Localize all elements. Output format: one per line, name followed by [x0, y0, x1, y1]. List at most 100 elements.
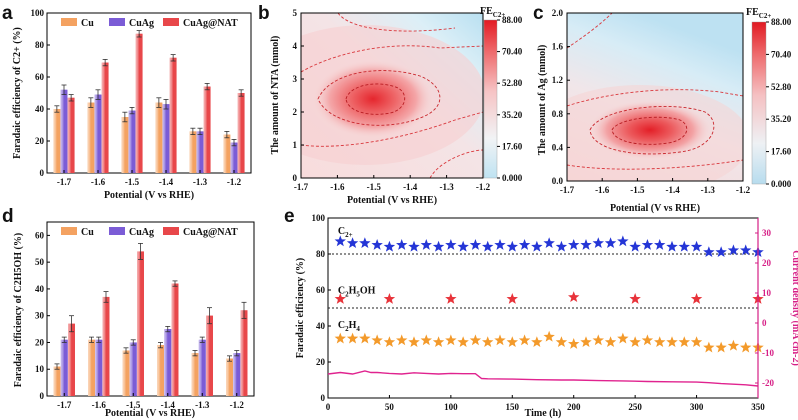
bar-shade-CuAg--1.5: [129, 342, 137, 396]
star-marker-C2+: [641, 239, 654, 250]
series-annotation: C2H5OH: [338, 286, 376, 299]
annotation-part: 2: [345, 325, 349, 333]
star-marker-C2+: [494, 239, 506, 250]
star-marker-C2H4: [432, 336, 445, 348]
y-tick-label: 0: [40, 168, 45, 178]
y-tick-label: 50: [35, 257, 45, 267]
bar-shade-CuAg@NAT--1.4: [171, 283, 179, 396]
colorbar-tick-label: 70.40: [502, 47, 523, 57]
x-tick-label: -1.5: [125, 177, 140, 187]
panel-e-ticks: 0 50 100 150 200 250 300 350 0 20 40 60 80 100 -20 -10 0…: [312, 213, 775, 412]
bar-shade-Cu--1.7: [53, 109, 61, 173]
legend-label-CuAg: CuAg: [129, 18, 154, 29]
y-tick-label: 20: [35, 136, 45, 146]
annotation-part: H: [349, 320, 357, 331]
legend-swatch-CuAg@NAT: [163, 227, 179, 235]
star-marker-C2H4: [690, 336, 703, 348]
bar-shade-Cu--1.5: [121, 117, 129, 173]
star-marker-C2H4: [592, 334, 604, 346]
star-marker-C2H4: [457, 336, 469, 348]
x-tick-label: -1.2: [476, 182, 491, 192]
star-marker-C2H4: [629, 336, 641, 348]
x-tick-label: -1.3: [701, 185, 716, 195]
star-marker-C2H4: [408, 336, 420, 348]
annotation-part: 2: [345, 291, 349, 299]
panel-label-b: b: [258, 3, 270, 24]
y-tick-label: 0: [40, 391, 45, 401]
y2-tick-label: -10: [762, 348, 774, 358]
star-marker-C2+: [531, 240, 543, 252]
y-tick-label: 0.4: [552, 142, 564, 152]
y-tick-label: 20: [35, 337, 45, 347]
star-marker-C2H5OH: [445, 293, 457, 304]
x-tick-label: -1.7: [57, 400, 72, 410]
star-marker-C2+: [469, 239, 482, 250]
panel-a-legend: Cu CuAg CuAg@NAT: [61, 18, 238, 29]
x-tick-label: 200: [567, 402, 581, 412]
panel-c-colorbar-title: FEC2+: [746, 7, 771, 20]
x-tick-label: -1.2: [736, 185, 751, 195]
star-marker-C2H4: [482, 336, 494, 348]
panel-a-x-title: Potential (V vs RHE): [104, 190, 194, 201]
annotation-part: 5: [356, 291, 360, 299]
bar-shade-Cu--1.5: [122, 350, 130, 396]
panel-c-frame: [566, 12, 744, 182]
bar-shade-CuAg--1.4: [164, 329, 172, 396]
colorbar-tick-label: 70.40: [771, 49, 792, 59]
panel-c-ticks: -1.7 -1.6 -1.5 -1.4 -1.3 -1.2 0.0 0.4 0.8 1.2 1.6 2…: [552, 8, 751, 195]
star-marker-C2+: [629, 240, 641, 252]
star-marker-C2+: [396, 239, 408, 250]
legend-label-CuAg: CuAg: [129, 227, 154, 238]
colorbar-tick-label: 88.00: [771, 17, 792, 27]
x-tick-label: 50: [385, 402, 395, 412]
x-tick-label: 350: [751, 402, 765, 412]
panel-b-ticks: -1.7 -1.6 -1.5 -1.4 -1.3 -1.2 0 1 2 3 4 5: [293, 8, 491, 192]
bar-shade-Cu--1.6: [88, 339, 95, 396]
y2-tick-label: 0: [762, 318, 767, 328]
panel-c-colorbar: [751, 21, 767, 185]
y-tick-label: 0.0: [552, 176, 564, 186]
y-tick-label: 1.6: [552, 42, 564, 52]
panel-c-y-title: The amount of Ag (mmol): [537, 45, 548, 156]
colorbar-tick-label: 17.60: [502, 141, 523, 151]
panel-c-contour-outer: [567, 89, 743, 170]
y2-tick-label: 30: [762, 228, 772, 238]
legend-label-CuAg@NAT: CuAg@NAT: [183, 227, 238, 238]
bar-shade-CuAg--1.7: [60, 89, 68, 173]
star-marker-C2+: [617, 235, 629, 247]
star-marker-C2+: [543, 237, 555, 249]
star-marker-C2H4: [740, 341, 752, 353]
colorbar-tick-label: 52.80: [771, 82, 792, 92]
y-tick-label: 80: [316, 249, 326, 259]
panel-b-y-title: The amount of NTA (mmol): [270, 36, 281, 155]
panel-d-bar-chart: 0 10 20 30 40 50 60 -1.7 -1.6 -1.5 -1.4 -1.3 -1.2 C…: [13, 221, 255, 419]
colorbar-tick-label: 35.20: [502, 110, 523, 120]
star-marker-C2H4: [396, 334, 408, 346]
star-marker-C2H4: [727, 339, 740, 351]
bar-shade-CuAg@NAT--1.5: [137, 251, 144, 396]
x-tick-label: -1.3: [195, 400, 210, 410]
bar-shade-CuAg@NAT--1.3: [206, 315, 213, 396]
colorbar-tick-label: 88.00: [502, 15, 523, 25]
bar-shade-CuAg@NAT--1.4: [169, 57, 177, 173]
bar-shade-Cu--1.7: [53, 366, 61, 396]
series-annotation: C2H4: [338, 320, 361, 333]
y-tick-label: 60: [35, 72, 45, 82]
star-marker-C2H4: [334, 332, 346, 344]
legend-swatch-Cu: [61, 18, 77, 26]
star-marker-C2H4: [654, 336, 666, 348]
star-marker-C2H4: [469, 334, 482, 346]
star-marker-C2H4: [346, 332, 359, 344]
bar-shade-CuAg@NAT--1.3: [203, 86, 211, 173]
y-tick-label: 40: [35, 284, 45, 294]
panel-label-a: a: [2, 3, 13, 24]
panel-b-contour-top: [337, 13, 456, 32]
star-marker-C2H4: [555, 336, 568, 348]
bar-shade-CuAg@NAT--1.6: [101, 62, 109, 173]
panel-d-x-ticks: -1.7 -1.6 -1.5 -1.4 -1.3 -1.2: [57, 393, 244, 410]
star-marker-C2H4: [506, 336, 518, 348]
x-tick-label: -1.3: [439, 182, 454, 192]
panel-b-x-title: Potential (V vs RHE): [347, 195, 437, 206]
bar-shade-CuAg@NAT--1.7: [68, 323, 75, 396]
